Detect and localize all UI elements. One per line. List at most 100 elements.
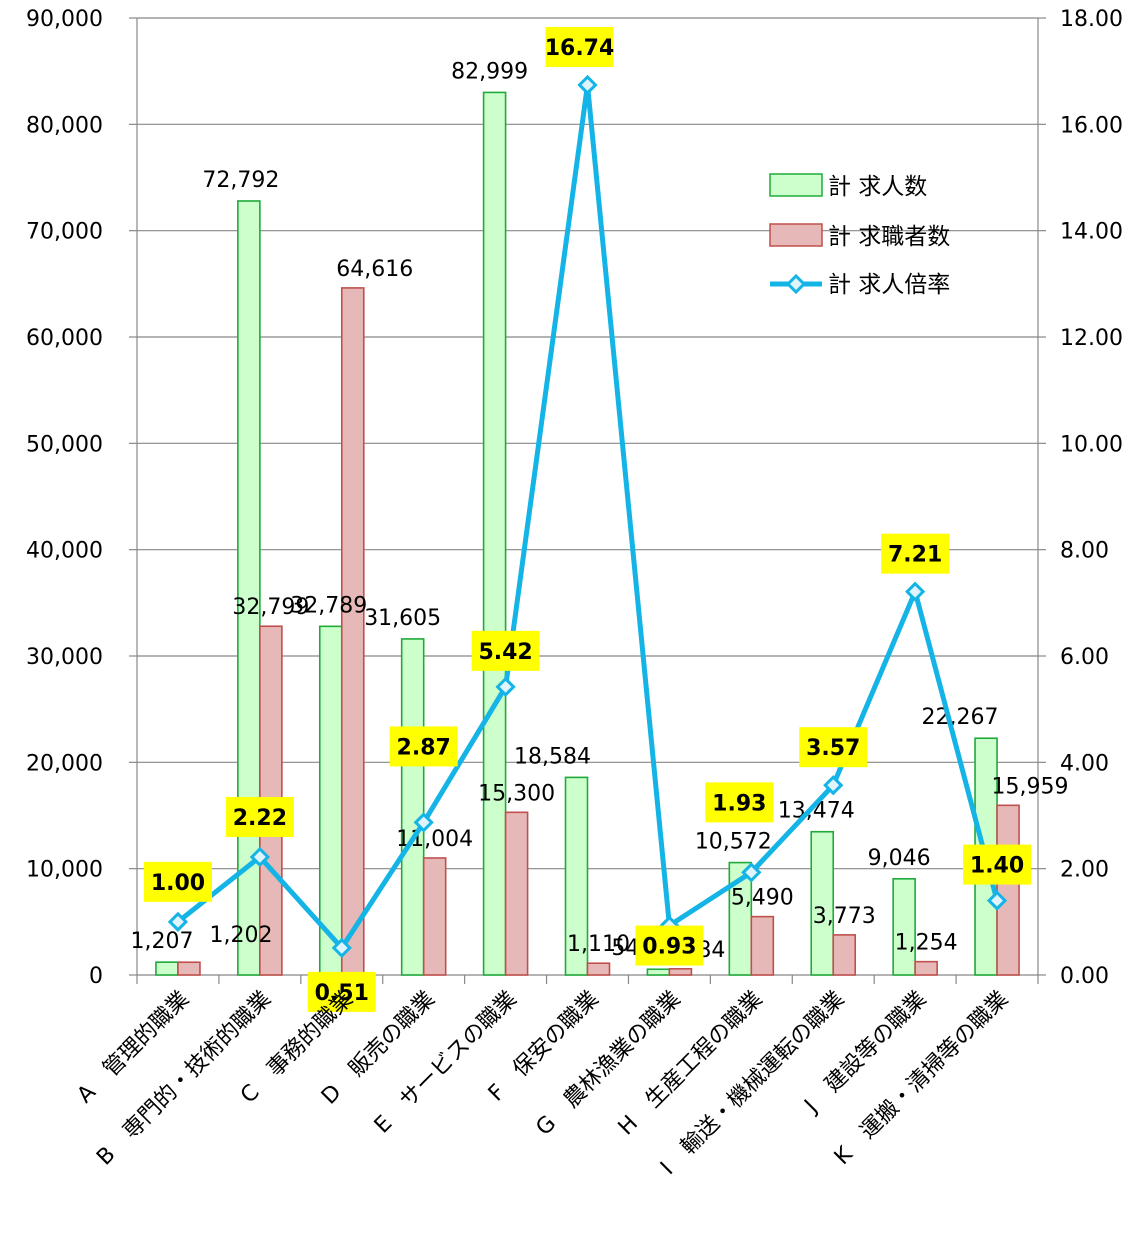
- ratio-point-marker: [331, 937, 352, 959]
- bar-job-seekers: [914, 960, 938, 976]
- bar-job-offers: [400, 638, 425, 976]
- gridlines: [137, 17, 1038, 870]
- job-offers-data-label: 22,267: [922, 705, 999, 730]
- category-label: K 運搬・清掃等の職業: [830, 987, 1013, 1170]
- ratio-point-marker: [495, 676, 516, 697]
- legend-label-job-offers: 計 求人数: [828, 174, 927, 200]
- bar-job-seekers: [668, 967, 693, 976]
- axes: 0 10,000 20,000 30,000 40,000 50,000 60,000 70,…: [26, 7, 1123, 989]
- right-tick-label: 4.00: [1060, 751, 1109, 776]
- legend-swatch-job-offers: [769, 173, 823, 197]
- bars: [155, 91, 1020, 976]
- bar-job-offers: [564, 776, 589, 976]
- job-offers-data-label: 1,207: [130, 929, 193, 954]
- right-tick-label: 12.00: [1060, 326, 1123, 351]
- right-tick-label: 10.00: [1060, 432, 1123, 457]
- right-tick-label: 8.00: [1060, 539, 1109, 564]
- job-seekers-data-label: 64,616: [336, 257, 413, 282]
- job-seekers-data-label: 1,254: [895, 931, 958, 956]
- ratio-label-box: [705, 782, 774, 823]
- legend-label-job-seekers: 計 求職者数: [828, 224, 950, 250]
- left-tick-label: 40,000: [26, 539, 103, 564]
- ratio-label-box: [963, 844, 1032, 885]
- ratio-data-label: 2.87: [397, 735, 451, 760]
- category-label: H 生産工程の職業: [614, 987, 768, 1141]
- bar-job-seekers: [832, 934, 857, 976]
- left-tick-label: 70,000: [26, 220, 103, 245]
- bar-job-offers: [318, 625, 343, 976]
- job-offers-data-label: 32,789: [290, 593, 367, 618]
- job-offers-data-label: 31,605: [364, 606, 441, 631]
- bar-job-offers: [810, 830, 835, 976]
- bar-job-seekers: [177, 961, 201, 976]
- job-offers-data-label: 10,572: [695, 830, 772, 855]
- left-tick-label: 0: [89, 964, 103, 989]
- job-seekers-data-label: 1,110: [567, 932, 630, 957]
- ratio-data-label: 1.00: [151, 871, 205, 896]
- ratio-data-label: 16.74: [545, 36, 615, 61]
- bar-job-seekers: [750, 915, 775, 976]
- right-tick-label: 0.00: [1060, 964, 1109, 989]
- job-seekers-data-label: 1,202: [209, 923, 272, 948]
- bar-job-offers: [155, 961, 179, 976]
- bar-job-seekers: [340, 287, 365, 976]
- ratio-label-box: [471, 630, 540, 671]
- left-tick-label: 80,000: [26, 113, 103, 138]
- category-label: G 農林漁業の職業: [531, 987, 685, 1141]
- bar-job-offers: [482, 91, 507, 976]
- legend-marker-ratio: [785, 273, 807, 295]
- ratio-label-box: [881, 533, 950, 574]
- job-seekers-data-label: 15,959: [992, 774, 1069, 799]
- ratio-label-box: [635, 925, 704, 966]
- job-seekers-data-label: 5,490: [731, 886, 794, 911]
- ratio-data-label: 1.40: [970, 854, 1024, 879]
- left-tick-label: 60,000: [26, 326, 103, 351]
- ratio-label-box: [389, 726, 458, 767]
- ratio-point-marker: [905, 581, 926, 602]
- ratio-data-label: 0.93: [642, 935, 696, 960]
- job-seekers-data-label: 3,773: [813, 904, 876, 929]
- ratio-point-marker: [413, 812, 434, 833]
- ratio-point-marker: [577, 74, 598, 96]
- ratio-data-label: 5.42: [478, 640, 532, 665]
- job-offers-data-label: 9,046: [868, 846, 931, 871]
- ratio-point-marker: [986, 890, 1008, 911]
- left-tick-label: 10,000: [26, 858, 103, 883]
- job-seekers-data-label: 32,799: [232, 595, 309, 620]
- ratio-data-label: 2.22: [233, 806, 287, 831]
- category-label: E サービスの職業: [370, 987, 522, 1139]
- left-tick-label: 30,000: [26, 645, 103, 670]
- job-offers-data-label: 18,584: [514, 744, 591, 769]
- ratio-label-box: [307, 971, 376, 1012]
- left-tick-label: 90,000: [26, 7, 103, 32]
- right-tick-label: 2.00: [1060, 858, 1109, 883]
- ratio-point-marker: [249, 846, 270, 868]
- ratio-data-label: 1.93: [712, 791, 766, 816]
- left-tick-label: 50,000: [26, 432, 103, 457]
- ratio-label-box: [143, 861, 212, 902]
- job-offers-data-label: 82,999: [451, 59, 528, 84]
- ratio-point-marker: [741, 862, 762, 883]
- bar-job-seekers: [996, 804, 1020, 976]
- ratio-line: [167, 74, 1008, 959]
- ratio-data-label: 3.57: [806, 736, 860, 761]
- job-seekers-data-label: 15,300: [478, 781, 555, 806]
- bar-job-offers: [646, 968, 671, 976]
- right-tick-label: 18.00: [1060, 7, 1123, 32]
- legend-label-ratio: 計 求人倍率: [828, 272, 950, 298]
- ratio-data-labels: 1.00 2.22 0.51 2.87 5.42 16.74 0.93 1.93 3.57 7.2…: [143, 26, 1032, 1012]
- bar-job-offers: [892, 878, 916, 976]
- ratio-label-box: [799, 727, 868, 768]
- bar-job-seekers: [422, 857, 447, 976]
- ratio-point-marker: [823, 775, 844, 796]
- job-offers-data-label: 72,792: [202, 168, 279, 193]
- bar-job-seekers: [504, 811, 529, 976]
- ratio-data-label: 0.51: [315, 981, 369, 1006]
- left-tick-label: 20,000: [26, 751, 103, 776]
- right-tick-label: 6.00: [1060, 645, 1109, 670]
- right-tick-label: 16.00: [1060, 113, 1123, 138]
- ratio-data-label: 7.21: [888, 543, 942, 568]
